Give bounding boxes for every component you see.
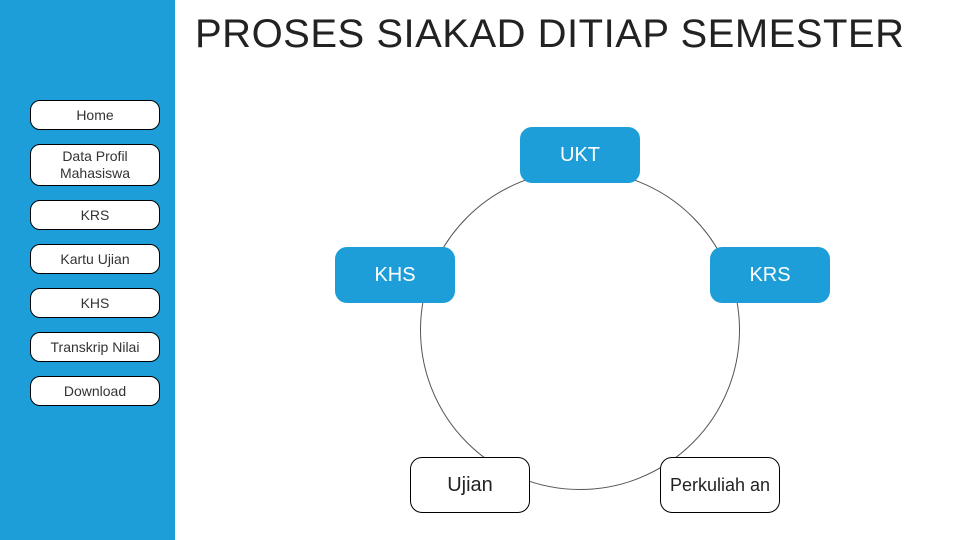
sidebar-item-kartu-ujian[interactable]: Kartu Ujian	[30, 244, 160, 274]
cycle-node-label: UKT	[560, 145, 600, 166]
cycle-node-label: KHS	[374, 265, 415, 286]
cycle-ring	[420, 170, 740, 490]
cycle-node-label: KRS	[749, 265, 790, 286]
sidebar-item-label: Kartu Ujian	[60, 251, 129, 268]
cycle-node-khs: KHS	[335, 247, 455, 303]
cycle-node-perkuliahan: Perkuliah an	[660, 457, 780, 513]
sidebar: Home Data Profil Mahasiswa KRS Kartu Ujian K…	[0, 0, 175, 540]
cycle-node-ukt: UKT	[520, 127, 640, 183]
sidebar-item-label: Download	[64, 383, 126, 400]
sidebar-item-data-profil-mahasiswa[interactable]: Data Profil Mahasiswa	[30, 144, 160, 186]
sidebar-item-krs[interactable]: KRS	[30, 200, 160, 230]
sidebar-item-transkrip-nilai[interactable]: Transkrip Nilai	[30, 332, 160, 362]
cycle-node-label: Ujian	[447, 475, 493, 496]
sidebar-item-label: Home	[76, 107, 113, 124]
cycle-node-label: Perkuliah an	[670, 476, 770, 495]
sidebar-item-khs[interactable]: KHS	[30, 288, 160, 318]
sidebar-item-home[interactable]: Home	[30, 100, 160, 130]
sidebar-item-label: Data Profil Mahasiswa	[35, 148, 155, 182]
sidebar-item-download[interactable]: Download	[30, 376, 160, 406]
sidebar-item-label: KRS	[81, 207, 110, 224]
sidebar-item-label: KHS	[81, 295, 110, 312]
cycle-node-ujian: Ujian	[410, 457, 530, 513]
sidebar-item-label: Transkrip Nilai	[51, 339, 140, 356]
cycle-node-krs: KRS	[710, 247, 830, 303]
